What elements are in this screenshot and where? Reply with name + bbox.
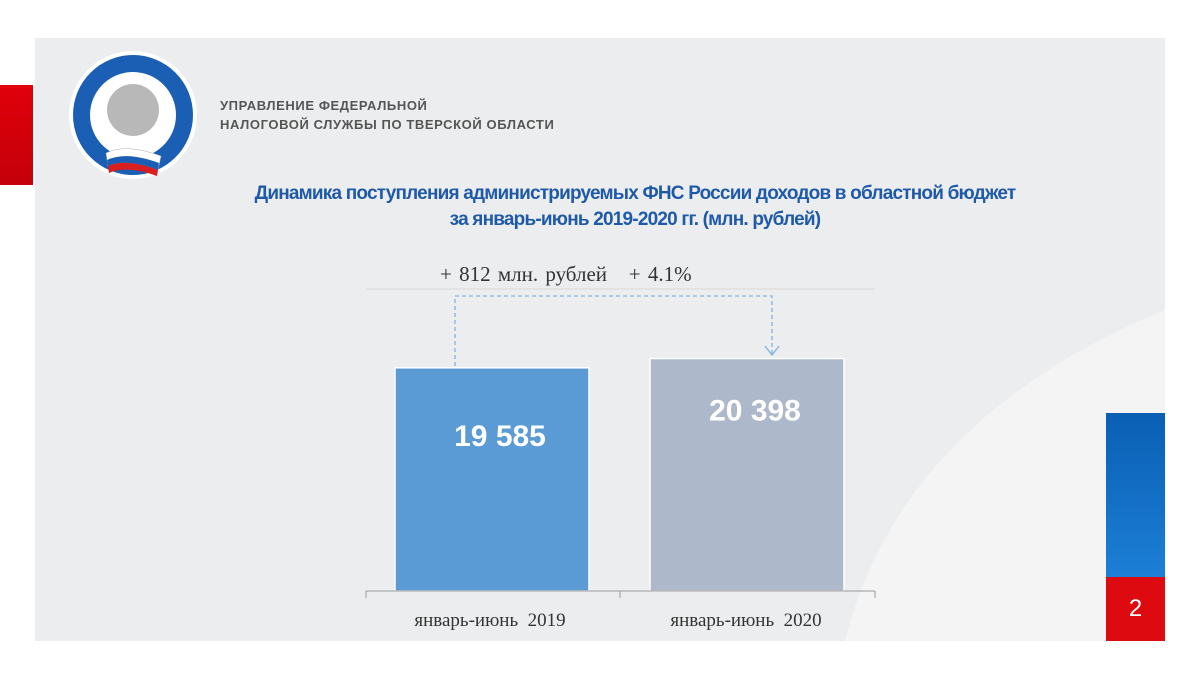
org-line-1: УПРАВЛЕНИЕ ФЕДЕРАЛЬНОЙ [220, 98, 428, 113]
change-annotation: + 812 млн. рублей + 4.1% [440, 262, 692, 286]
org-line-2: НАЛОГОВОЙ СЛУЖБЫ ПО ТВЕРСКОЙ ОБЛАСТИ [220, 117, 555, 132]
data-label: 19 585 [454, 420, 546, 453]
blue-accent-right [1106, 413, 1165, 577]
bar [394, 367, 590, 592]
arrow-head-icon [764, 345, 780, 357]
change-arrow-line [454, 295, 773, 366]
red-accent-left [0, 85, 33, 185]
data-label: 20 398 [709, 395, 801, 428]
chart-title: Динамика поступления администрируемых ФН… [120, 181, 1150, 233]
bar [649, 357, 845, 592]
chart-title-line-2: за январь-июнь 2019-2020 гг. (млн. рубле… [449, 209, 821, 230]
organization-name: УПРАВЛЕНИЕ ФЕДЕРАЛЬНОЙ НАЛОГОВОЙ СЛУЖБЫ … [220, 96, 554, 134]
fns-logo-icon [69, 51, 197, 179]
chart-title-line-1: Динамика поступления администрируемых ФН… [254, 183, 1017, 204]
x-tick-label: январь-июнь 2020 [670, 610, 821, 631]
slide-number: 2 [1106, 577, 1165, 641]
x-tick-label: январь-июнь 2019 [414, 610, 565, 631]
